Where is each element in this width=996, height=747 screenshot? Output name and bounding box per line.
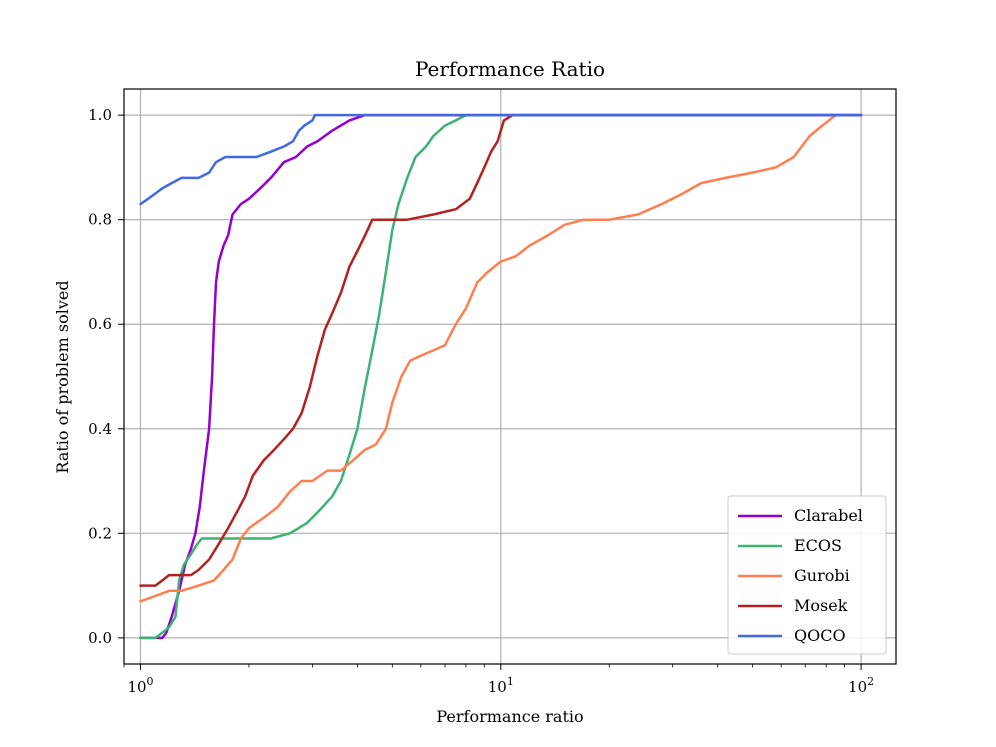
legend-label-qoco: QOCO bbox=[794, 626, 846, 645]
series-line-mosek bbox=[139, 113, 863, 587]
y-tick-label-3: 0.6 bbox=[88, 315, 112, 333]
series-line-clarabel bbox=[139, 113, 863, 640]
y-tick-label-1: 0.2 bbox=[88, 524, 112, 542]
x-tick-label-0: 100 bbox=[127, 675, 153, 696]
y-tick-label-0: 0.0 bbox=[88, 629, 112, 647]
series-line-qoco bbox=[139, 113, 863, 206]
legend-box bbox=[727, 495, 887, 655]
legend: Clarabel ECOS Gurobi Mosek QOCO bbox=[727, 495, 887, 655]
axis-ticks bbox=[118, 114, 862, 670]
y-tick-label-4: 0.8 bbox=[88, 211, 112, 229]
y-tick-label-2: 0.4 bbox=[88, 420, 112, 438]
legend-label-ecos: ECOS bbox=[794, 536, 842, 555]
y-axis-label: Ratio of problem solved bbox=[53, 280, 72, 473]
x-tick-label-1: 101 bbox=[488, 675, 514, 696]
chart-title: Performance Ratio bbox=[415, 57, 605, 81]
legend-label-clarabel: Clarabel bbox=[794, 506, 863, 525]
x-tick-label-2: 102 bbox=[848, 675, 874, 696]
series-lines bbox=[139, 113, 863, 640]
axis-tick-labels: 100 101 102 0.0 0.2 0.4 0.6 0.8 1.0 bbox=[88, 106, 874, 696]
legend-label-gurobi: Gurobi bbox=[794, 566, 850, 585]
legend-label-mosek: Mosek bbox=[794, 596, 848, 615]
series-line-gurobi bbox=[139, 113, 863, 603]
y-tick-label-5: 1.0 bbox=[88, 106, 112, 124]
series-line-ecos bbox=[139, 113, 863, 640]
plot-frame bbox=[123, 88, 897, 665]
x-axis-label: Performance ratio bbox=[436, 707, 583, 726]
